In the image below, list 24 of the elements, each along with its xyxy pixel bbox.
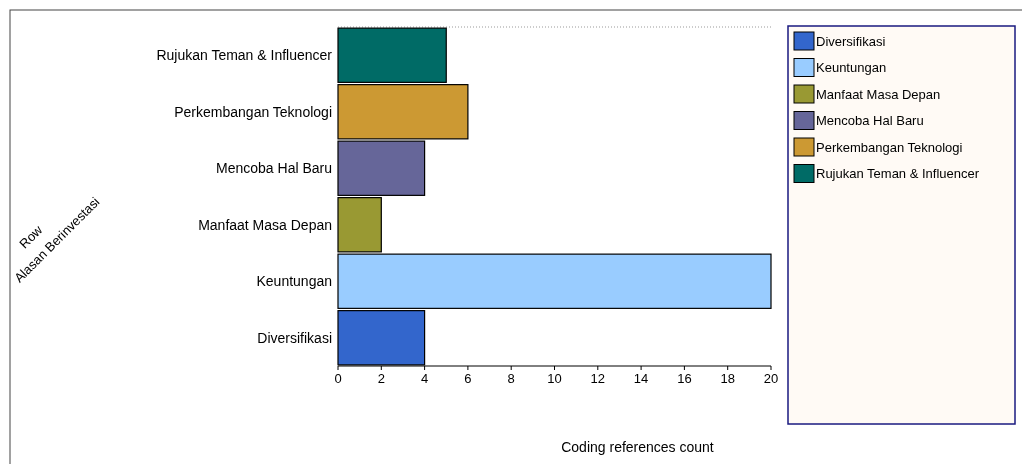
y-tick-label: Mencoba Hal Baru [216,160,332,177]
x-tick-label: 8 [507,371,515,386]
x-tick-label: 10 [547,371,562,386]
x-tick-label: 20 [763,371,779,386]
legend-label: Mencoba Hal Baru [816,113,924,129]
x-tick-label: 2 [377,371,385,386]
legend-label: Rujukan Teman & Influencer [816,166,980,182]
y-tick-label: Diversifikasi [257,329,332,346]
x-tick-label: 18 [720,371,735,386]
x-tick-label: 12 [590,371,606,386]
x-tick-label: 16 [677,371,692,386]
legend-label: Manfaat Masa Depan [816,86,941,102]
y-tick-label: Perkembangan Teknologi [174,103,332,120]
legend-label: Keuntungan [816,60,887,76]
x-tick-label: 6 [464,371,472,386]
y-tick-label: Manfaat Masa Depan [198,216,332,233]
legend-label: Diversifikasi [816,33,886,49]
x-tick-label: 14 [633,371,649,386]
y-tick-label: Rujukan Teman & Influencer [156,47,333,64]
x-axis-title: Coding references count [561,439,714,455]
x-tick-label: 4 [420,371,429,386]
legend-label: Perkembangan Teknologi [816,139,963,155]
y-tick-label: Keuntungan [256,273,332,290]
x-tick-label: 0 [334,371,342,386]
